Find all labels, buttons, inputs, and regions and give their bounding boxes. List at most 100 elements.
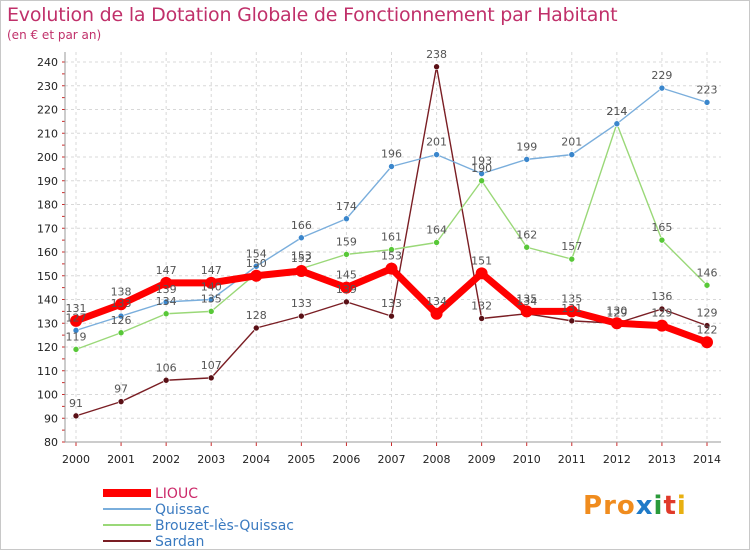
data-label: 193 <box>471 155 492 168</box>
data-label: 133 <box>381 297 402 310</box>
data-label: 122 <box>697 323 718 336</box>
chart-subtitle: (en € et par an) <box>7 28 102 42</box>
data-point-liouc <box>655 319 668 332</box>
data-label: 238 <box>426 48 447 61</box>
data-label: 159 <box>336 235 357 248</box>
y-tick-label: 240 <box>37 56 58 69</box>
y-tick-label: 200 <box>37 151 58 164</box>
proxiti-logo: Proxiti <box>583 491 687 521</box>
data-label: 161 <box>381 231 402 244</box>
data-label: 106 <box>156 361 177 374</box>
x-tick-label: 2002 <box>152 453 180 466</box>
data-point-liouc <box>475 267 488 280</box>
data-point-quissac <box>613 120 621 128</box>
x-tick-label: 2001 <box>107 453 135 466</box>
y-tick-label: 160 <box>37 246 58 259</box>
legend-label: Brouzet-lès-Quissac <box>155 518 294 534</box>
data-point-sardan <box>568 317 576 325</box>
legend-label: LIOUC <box>155 486 198 502</box>
data-label: 133 <box>291 297 312 310</box>
data-label: 138 <box>111 285 132 298</box>
data-point-sardan <box>298 312 305 320</box>
data-label: 107 <box>201 359 222 372</box>
data-point-brouzet-les-quissac <box>703 281 711 289</box>
data-point-brouzet-les-quissac <box>162 310 170 318</box>
logo-letter: i <box>676 491 687 521</box>
x-tick-label: 2013 <box>648 453 676 466</box>
data-point-quissac <box>72 327 80 334</box>
data-label: 199 <box>516 140 537 153</box>
x-tick-label: 2006 <box>332 453 360 466</box>
data-point-liouc <box>385 262 398 275</box>
data-point-brouzet-les-quissac <box>478 177 485 185</box>
x-tick-label: 2003 <box>197 453 225 466</box>
data-point-quissac <box>388 163 395 170</box>
data-point-brouzet-les-quissac <box>388 246 395 253</box>
logo-letter: t <box>663 491 677 521</box>
chart-title: Evolution de la Dotation Globale de Fonc… <box>7 4 618 26</box>
data-point-quissac <box>343 215 350 223</box>
data-label: 174 <box>336 200 357 213</box>
data-label: 131 <box>561 302 582 315</box>
data-label: 223 <box>697 83 718 96</box>
data-label: 97 <box>114 383 128 396</box>
data-point-quissac <box>658 84 666 92</box>
data-point-brouzet-les-quissac <box>72 346 80 353</box>
data-label: 129 <box>651 307 672 320</box>
data-point-liouc <box>295 265 308 277</box>
data-label: 91 <box>69 397 83 410</box>
data-point-sardan <box>252 324 260 332</box>
data-label: 129 <box>697 307 718 320</box>
data-label: 145 <box>336 269 357 282</box>
data-point-brouzet-les-quissac <box>433 239 440 246</box>
x-tick-label: 2008 <box>423 453 451 466</box>
data-point-sardan <box>433 63 440 71</box>
data-label: 154 <box>246 247 267 260</box>
data-point-brouzet-les-quissac <box>658 236 666 244</box>
data-point-quissac <box>523 156 531 163</box>
data-point-liouc <box>70 314 82 327</box>
x-tick-label: 2009 <box>468 453 496 466</box>
data-label: 133 <box>111 297 132 310</box>
legend-label: Quissac <box>155 502 210 518</box>
data-point-liouc <box>610 317 623 330</box>
x-tick-label: 2011 <box>558 453 586 466</box>
data-point-quissac <box>162 298 170 306</box>
data-point-quissac <box>252 262 260 270</box>
data-label: 229 <box>651 69 672 82</box>
data-label: 126 <box>111 314 132 327</box>
data-label: 190 <box>471 162 492 175</box>
logo-letter: x <box>635 491 654 521</box>
data-label: 150 <box>246 257 267 270</box>
y-tick-label: 180 <box>37 199 58 212</box>
y-tick-label: 100 <box>37 389 58 402</box>
data-label: 136 <box>651 290 672 303</box>
data-label: 166 <box>291 219 312 232</box>
data-label: 135 <box>516 292 537 305</box>
data-label: 151 <box>471 254 492 267</box>
y-tick-label: 230 <box>37 80 58 93</box>
data-point-sardan <box>658 305 666 313</box>
data-label: 129 <box>606 307 627 320</box>
data-point-brouzet-les-quissac <box>523 243 531 251</box>
x-tick-label: 2010 <box>513 453 541 466</box>
data-label: 146 <box>697 266 718 279</box>
data-label: 135 <box>561 292 582 305</box>
data-point-liouc <box>250 269 263 282</box>
data-label: 132 <box>471 300 492 313</box>
data-label: 214 <box>606 105 627 118</box>
data-label: 214 <box>606 105 627 118</box>
data-label: 201 <box>561 136 582 149</box>
y-tick-label: 90 <box>44 412 58 425</box>
y-tick-label: 190 <box>37 175 58 188</box>
data-label: 165 <box>651 221 672 234</box>
y-tick-label: 130 <box>37 317 58 330</box>
data-point-quissac <box>478 170 485 177</box>
data-point-quissac <box>117 312 125 320</box>
data-point-sardan <box>72 412 80 420</box>
data-point-brouzet-les-quissac <box>117 329 125 337</box>
data-label: 153 <box>381 250 402 263</box>
y-tick-label: 120 <box>37 341 58 354</box>
